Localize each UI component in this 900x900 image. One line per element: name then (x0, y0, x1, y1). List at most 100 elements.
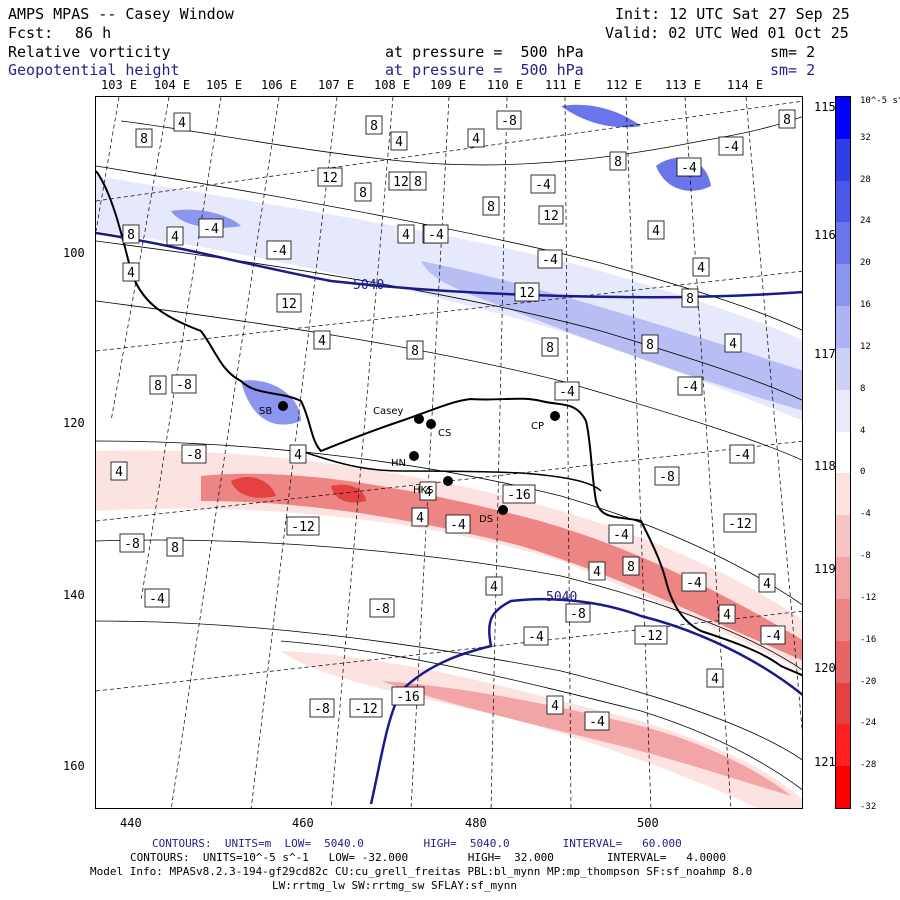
colorbar-label: 12 (860, 341, 871, 352)
contour-label-box (729, 444, 755, 464)
colorbar-band (836, 640, 850, 684)
vorticity-contour-label: 8 (614, 155, 622, 170)
contour-label-box (760, 625, 786, 645)
lon-label: 113 E (665, 78, 702, 92)
contour-label-box (692, 257, 710, 277)
vorticity-contour-label: 4 (723, 608, 731, 623)
vorticity-contour-label: 12 (393, 175, 409, 190)
vorticity-contour-label: -12 (354, 702, 377, 717)
lon-label: 105 E (206, 78, 243, 92)
contour-label-box (390, 131, 408, 151)
vorticity-contour-label: 4 (424, 485, 432, 500)
colorbar-label: 24 (860, 216, 871, 227)
vorticity-contour-label: -8 (176, 378, 192, 393)
station-ds-marker (498, 505, 508, 515)
map-canvas: 5040 5040 8484-8841281284-44-4-4-4-41288… (96, 97, 802, 808)
colorbar-band (836, 515, 850, 558)
contour-label-box (588, 561, 606, 581)
contour-label-box (122, 224, 140, 244)
footer-model-info: Model Info: MPASv8.2.3-194-gf29cd82c CU:… (90, 865, 753, 878)
vorticity-contour-label: 4 (551, 699, 559, 714)
contour-label-box (608, 524, 634, 544)
field1-name: Relative vorticity (8, 43, 171, 61)
vorticity-contour-label: -4 (271, 244, 287, 259)
vorticity-contour-label: 4 (115, 465, 123, 480)
vorticity-contour-label: 8 (359, 186, 367, 201)
contour-label-box (309, 698, 335, 718)
contour-label-box (166, 537, 184, 557)
vorticity-contour-label: -4 (589, 715, 605, 730)
colorbar-band (836, 557, 850, 600)
colorbar-label: -12 (860, 592, 877, 603)
lon-label: 109 E (430, 78, 467, 92)
contour-label-box (122, 262, 140, 282)
y-tick-label: 140 (63, 588, 85, 602)
colorbar-label: 32 (860, 132, 871, 143)
contour-label-box (166, 226, 184, 246)
contour-label-box (647, 220, 665, 240)
vorticity-contour-label: 4 (711, 672, 719, 687)
vorticity-contour-label: 8 (370, 119, 378, 134)
contour-label-box (554, 381, 580, 401)
field2-smoothing: sm= 2 (770, 61, 816, 79)
vorticity-contour-label: -4 (765, 629, 781, 644)
y-tick-label: 160 (63, 759, 85, 773)
contour-label-box (723, 513, 757, 533)
vorticity-contour-label: -4 (203, 222, 219, 237)
contour-label-box (423, 224, 449, 244)
colorbar-label: 4 (860, 425, 866, 436)
contour-label-box (445, 514, 471, 534)
contour-label-box (634, 625, 668, 645)
colorbar-label: -24 (860, 718, 877, 729)
vorticity-contour-label: -8 (374, 602, 390, 617)
vorticity-contour-label: 8 (686, 292, 694, 307)
vorticity-contour-label: 4 (593, 565, 601, 580)
colorbar-label: 20 (860, 258, 871, 269)
lon-label: 103 E (101, 78, 138, 92)
vorticity-contour-label: 12 (322, 171, 338, 186)
vorticity-contour-label: -4 (535, 178, 551, 193)
vorticity-contour-label: 4 (652, 224, 660, 239)
field1-smoothing: sm= 2 (770, 43, 816, 61)
contour-label-box (778, 109, 796, 129)
contour-label-box (677, 376, 703, 396)
colorbar-band (836, 264, 850, 307)
colorbar-label: -32 (860, 802, 877, 812)
colorbar-label: 16 (860, 300, 871, 311)
height-contour-label: 5040 (546, 590, 577, 605)
station-cs-label: CS (438, 428, 451, 439)
coastline-inner (300, 450, 602, 492)
vorticity-contour-label: 8 (171, 541, 179, 556)
vorticity-contour-label: 4 (472, 132, 480, 147)
lon-label: 114 E (727, 78, 764, 92)
contour-label-box (198, 218, 224, 238)
plot-title: AMPS MPAS -- Casey Window (8, 5, 234, 23)
vorticity-contour-label: -4 (613, 528, 629, 543)
vorticity-contour-label: 8 (646, 338, 654, 353)
contour-label-box (181, 444, 207, 464)
station-casey-label: Casey (373, 406, 403, 417)
colorbar-band (836, 97, 850, 140)
contour-label-box (482, 196, 500, 216)
vorticity-contour-label: 8 (487, 200, 495, 215)
field2-level: at pressure = 500 hPa (385, 61, 584, 79)
station-hks-label: HKS (413, 485, 433, 496)
vorticity-contour-label: -8 (186, 448, 202, 463)
station-ds-label: DS (479, 514, 493, 525)
negative-vorticity-core (231, 476, 276, 498)
vorticity-contour-label: 8 (546, 341, 554, 356)
contour-label-box (406, 340, 424, 360)
contour-label-box (718, 604, 736, 624)
contour-label-box (654, 466, 680, 486)
map-plot-area[interactable]: 5040 5040 8484-8841281284-44-4-4-4-41288… (95, 96, 803, 809)
colorbar-units: 10^-5 s^-1 (860, 96, 900, 106)
station-casey-marker (414, 414, 424, 424)
vorticity-contour-label: 4 (318, 334, 326, 349)
station-cp-label: CP (531, 421, 544, 432)
vorticity-contour-label: 4 (395, 135, 403, 150)
vorticity-contour-label: 8 (411, 344, 419, 359)
negative-vorticity-core (331, 484, 366, 503)
vorticity-contour-label: 12 (281, 297, 297, 312)
station-hn-marker (409, 451, 419, 461)
contour-label-box (135, 128, 153, 148)
